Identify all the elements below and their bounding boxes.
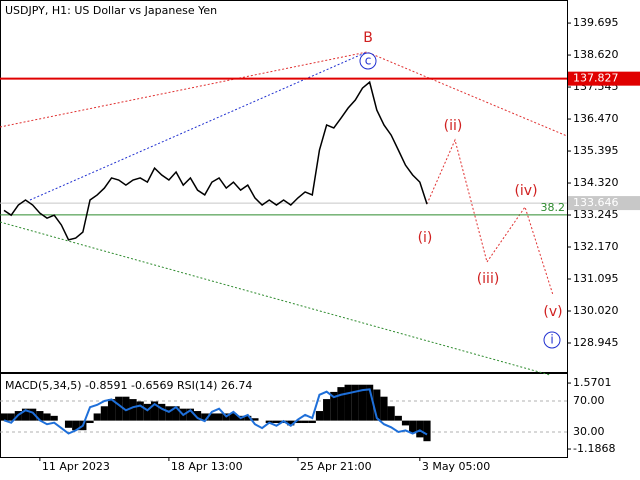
- macd-bar: [136, 401, 144, 421]
- rsi-line: [3, 388, 428, 436]
- macd-bar: [122, 396, 130, 421]
- y-tick-label: 134.320: [573, 176, 619, 189]
- macd-bar: [115, 396, 123, 421]
- macd-bar: [201, 413, 209, 421]
- projection-path: [426, 138, 554, 296]
- y-tick-label: -1.1868: [573, 442, 615, 455]
- y-tick-label: 139.695: [573, 16, 619, 29]
- macd-bar: [143, 403, 151, 421]
- x-tick-label: 3 May 05:00: [422, 460, 490, 473]
- macd-bar: [330, 391, 338, 421]
- macd-bar: [423, 420, 431, 442]
- wave-label: (iv): [514, 183, 537, 199]
- y-tick-label: 128.945: [573, 336, 619, 349]
- wave-label: i: [550, 333, 553, 347]
- main-frame: [0, 0, 568, 373]
- y2-tick-label: 30.00: [573, 425, 605, 438]
- x-tick-label: 18 Apr 13:00: [171, 460, 243, 473]
- x-tick-label: 25 Apr 21:00: [300, 460, 372, 473]
- wave-label: (v): [543, 304, 562, 320]
- chart-title: USDJPY, H1: US Dollar vs Japanese Yen: [5, 4, 217, 17]
- macd-bar: [272, 420, 281, 424]
- wave-label: (ii): [444, 118, 463, 134]
- macd-bar: [323, 399, 331, 421]
- macd-bar: [287, 420, 295, 426]
- macd-bar: [294, 420, 302, 424]
- wave-circle: [359, 52, 377, 70]
- macd-bar: [351, 384, 359, 421]
- macd-bar: [43, 413, 51, 421]
- wave-label: B: [363, 30, 373, 46]
- channel-line: [0, 51, 568, 137]
- macd-bar: [315, 411, 324, 421]
- macd-bar: [373, 389, 381, 421]
- y-tick-label: 131.095: [573, 272, 619, 285]
- macd-bar: [308, 420, 316, 424]
- macd-bar: [72, 420, 80, 431]
- macd-bar: [409, 420, 417, 433]
- fib-label: 38.2: [541, 201, 566, 214]
- macd-bar: [150, 401, 159, 421]
- macd-bar: [36, 411, 44, 421]
- macd-bar: [337, 387, 345, 421]
- macd-bar: [215, 413, 223, 421]
- y-tick-label: 132.170: [573, 240, 619, 253]
- x-tick-label: 11 Apr 2023: [42, 460, 110, 473]
- y-tick-label: 133.245: [573, 208, 619, 221]
- price-box: [568, 71, 640, 86]
- trend-line: [0, 221, 551, 376]
- macd-bar: [0, 413, 8, 421]
- macd-bar: [358, 384, 367, 421]
- macd-bar: [344, 384, 352, 421]
- macd-bar: [64, 420, 73, 428]
- y-tick-label: 136.470: [573, 112, 619, 125]
- macd-bar: [251, 418, 259, 421]
- macd-bar: [86, 420, 94, 424]
- price-line: [3, 80, 428, 241]
- y2-tick-label: 70.00: [573, 394, 605, 407]
- macd-bar: [21, 408, 30, 421]
- wave-label: (iii): [477, 271, 500, 287]
- macd-bar: [229, 413, 238, 421]
- macd-bar: [401, 420, 410, 426]
- trend-line: [29, 51, 368, 201]
- indicator-title: MACD(5,34,5) -0.8591 -0.6569 RSI(14) 26.…: [5, 379, 252, 392]
- macd-bar: [394, 415, 402, 421]
- macd-bar: [380, 396, 388, 421]
- macd-bar: [100, 406, 108, 421]
- macd-bar: [29, 408, 37, 421]
- macd-bar: [387, 406, 395, 421]
- wave-circle: [543, 331, 561, 349]
- macd-bar: [416, 420, 424, 438]
- price-label: 133.646: [573, 196, 619, 209]
- y-tick-label: 135.395: [573, 144, 619, 157]
- price-box: [568, 196, 640, 211]
- wave-label: (i): [418, 230, 433, 246]
- macd-bar: [50, 415, 58, 421]
- macd-bar: [165, 406, 173, 421]
- macd-bar: [158, 403, 166, 421]
- macd-bar: [186, 408, 194, 421]
- macd-bar: [93, 413, 101, 421]
- macd-bar: [7, 413, 15, 421]
- macd-bar: [366, 384, 374, 421]
- price-label: 137.827: [573, 72, 619, 85]
- macd-bar: [244, 415, 252, 421]
- macd-bar: [193, 411, 202, 421]
- macd-bar: [172, 406, 180, 421]
- y-tick-label: 130.020: [573, 304, 619, 317]
- y-tick-label: 138.620: [573, 48, 619, 61]
- macd-bar: [208, 413, 216, 421]
- macd-bar: [107, 399, 116, 421]
- y-tick-label: 1.5701: [573, 376, 612, 389]
- macd-bar: [301, 420, 309, 424]
- macd-bar: [129, 399, 137, 421]
- wave-label: c: [365, 54, 372, 68]
